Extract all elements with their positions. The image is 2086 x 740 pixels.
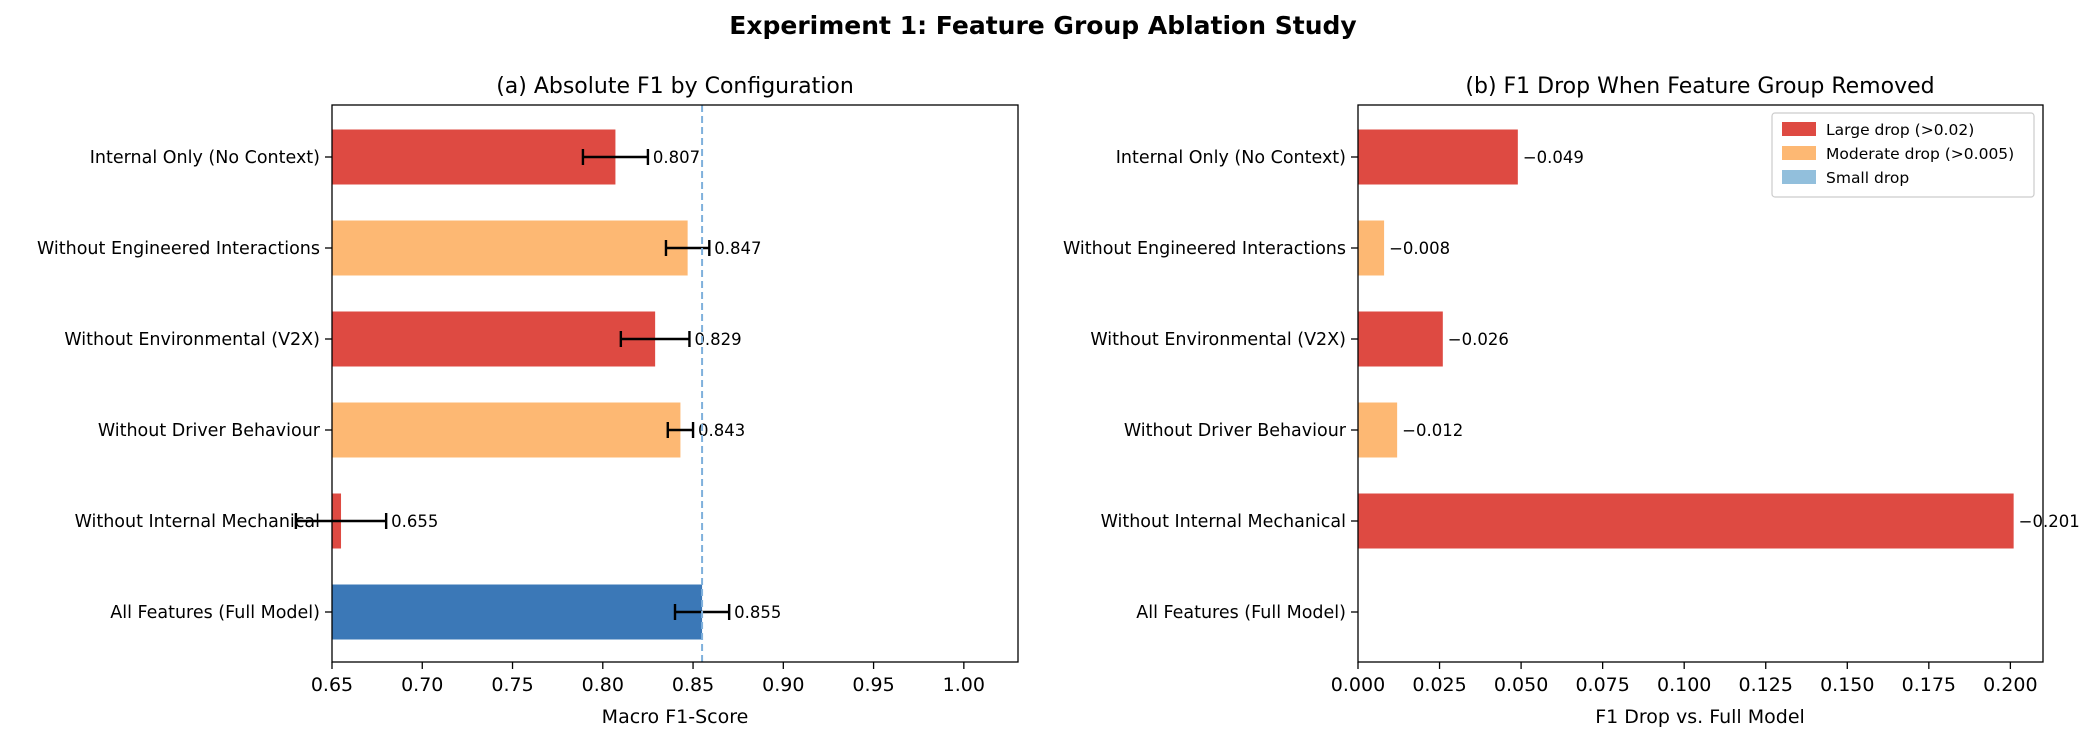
a-bar bbox=[332, 402, 681, 458]
legend-swatch bbox=[1782, 122, 1816, 136]
b-category-label: Internal Only (No Context) bbox=[1116, 148, 1346, 168]
panel-b-xlabel: F1 Drop vs. Full Model bbox=[1595, 706, 1805, 728]
a-bar bbox=[332, 311, 656, 367]
a-category-label: Internal Only (No Context) bbox=[90, 148, 320, 168]
legend-label: Moderate drop (>0.005) bbox=[1826, 145, 2014, 163]
b-bar bbox=[1358, 402, 1398, 458]
b-xtick-label: 0.125 bbox=[1739, 674, 1793, 696]
a-category-label: Without Driver Behaviour bbox=[98, 421, 321, 441]
a-xtick-label: 0.70 bbox=[401, 674, 443, 696]
b-xtick-label: 0.075 bbox=[1575, 674, 1629, 696]
a-value-label: 0.843 bbox=[698, 421, 745, 440]
a-xtick-label: 0.95 bbox=[852, 674, 894, 696]
legend-label: Small drop bbox=[1826, 169, 1909, 187]
b-xtick-label: 0.175 bbox=[1902, 674, 1956, 696]
b-value-label: −0.201 bbox=[2019, 512, 2080, 531]
b-bar bbox=[1358, 493, 2014, 549]
panel-a-title: (a) Absolute F1 by Configuration bbox=[496, 74, 854, 99]
a-xtick-label: 1.00 bbox=[943, 674, 985, 696]
a-xtick-label: 0.85 bbox=[672, 674, 714, 696]
b-value-label: −0.008 bbox=[1389, 239, 1450, 258]
legend-frame bbox=[1771, 112, 2035, 198]
a-value-label: 0.829 bbox=[694, 330, 741, 349]
a-value-label: 0.855 bbox=[734, 603, 781, 622]
legend-swatch bbox=[1782, 170, 1816, 184]
b-value-label: −0.026 bbox=[1448, 330, 1509, 349]
b-category-label: All Features (Full Model) bbox=[1136, 603, 1346, 623]
a-bar bbox=[332, 129, 616, 185]
a-xtick-label: 0.80 bbox=[582, 674, 624, 696]
a-bar bbox=[332, 220, 688, 276]
b-category-label: Without Internal Mechanical bbox=[1101, 512, 1346, 532]
panel-b-f1-drop: (b) F1 Drop When Feature Group Removed −… bbox=[1063, 74, 2080, 728]
legend-label: Large drop (>0.02) bbox=[1826, 121, 1974, 139]
b-value-label: −0.049 bbox=[1523, 148, 1584, 167]
b-xtick-label: 0.100 bbox=[1657, 674, 1711, 696]
a-category-label: Without Environmental (V2X) bbox=[64, 330, 320, 350]
b-xtick-label: 0.000 bbox=[1331, 674, 1385, 696]
b-xtick-label: 0.025 bbox=[1412, 674, 1466, 696]
b-bar bbox=[1358, 311, 1443, 367]
b-xtick-label: 0.050 bbox=[1494, 674, 1548, 696]
panel-a-absolute-f1: (a) Absolute F1 by Configuration 0.855 0.… bbox=[37, 74, 1019, 728]
legend-swatch bbox=[1782, 146, 1816, 160]
a-value-label: 0.807 bbox=[653, 148, 700, 167]
b-bar bbox=[1358, 129, 1518, 185]
b-bar bbox=[1358, 220, 1385, 276]
panel-b-title: (b) F1 Drop When Feature Group Removed bbox=[1465, 74, 1934, 99]
a-xtick-label: 0.65 bbox=[311, 674, 353, 696]
b-category-label: Without Engineered Interactions bbox=[1063, 239, 1346, 259]
panel-b-axes-frame bbox=[1357, 104, 2044, 663]
a-value-label: 0.655 bbox=[391, 512, 438, 531]
a-category-label: Without Internal Mechanical bbox=[75, 512, 320, 532]
a-category-label: All Features (Full Model) bbox=[110, 603, 320, 623]
b-category-label: Without Driver Behaviour bbox=[1124, 421, 1347, 441]
b-xtick-label: 0.150 bbox=[1820, 674, 1874, 696]
legend: Large drop (>0.02) Moderate drop (>0.005)… bbox=[1771, 112, 2035, 198]
a-category-label: Without Engineered Interactions bbox=[37, 239, 320, 259]
a-xtick-label: 0.75 bbox=[491, 674, 533, 696]
panel-a-xlabel: Macro F1-Score bbox=[602, 706, 749, 728]
b-value-label: −0.012 bbox=[1402, 421, 1463, 440]
b-xtick-label: 0.200 bbox=[1983, 674, 2037, 696]
panel-a-axes-frame bbox=[331, 104, 1019, 663]
a-value-label: 0.847 bbox=[714, 239, 761, 258]
a-xtick-label: 0.90 bbox=[762, 674, 804, 696]
figure-suptitle: Experiment 1: Feature Group Ablation Stu… bbox=[729, 11, 1356, 40]
b-category-label: Without Environmental (V2X) bbox=[1090, 330, 1346, 350]
a-bar bbox=[332, 584, 703, 640]
